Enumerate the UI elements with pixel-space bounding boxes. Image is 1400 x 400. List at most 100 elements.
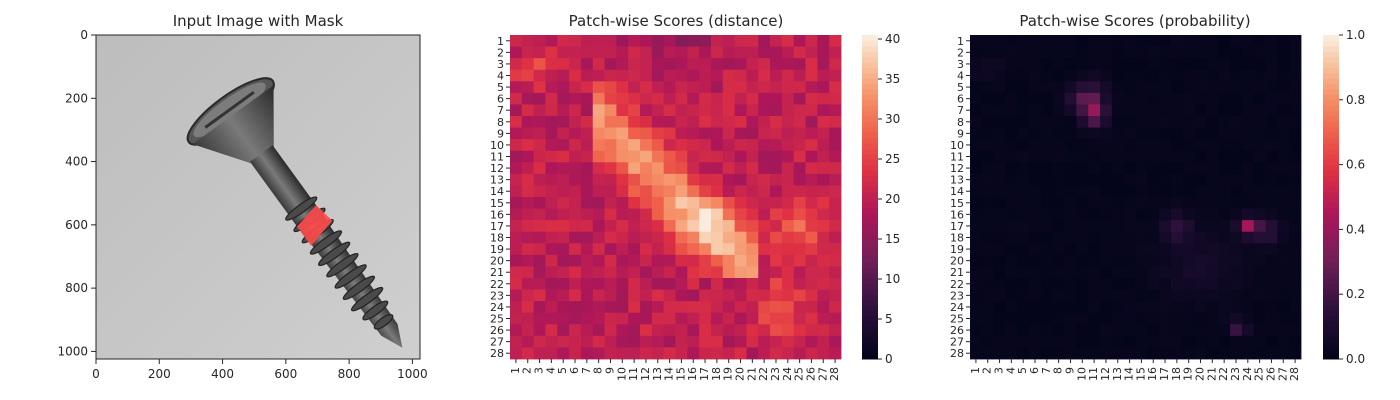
heatmap-cell xyxy=(604,324,617,337)
heatmap-cell xyxy=(521,173,535,186)
heatmap-xtick: 18 xyxy=(710,367,723,381)
heatmap-cell xyxy=(1076,46,1089,59)
heatmap-cell xyxy=(817,46,830,59)
heatmap-cell xyxy=(545,301,558,314)
heatmap-cell xyxy=(793,139,806,152)
heatmap-cell xyxy=(1147,104,1160,117)
colorbar-segment xyxy=(1323,251,1339,257)
heatmap-cell xyxy=(699,69,712,82)
heatmap-cell xyxy=(1218,35,1231,47)
heatmap-cell xyxy=(580,278,594,290)
heatmap-cell xyxy=(545,347,558,360)
heatmap-cell xyxy=(1076,92,1089,105)
heatmap-cell xyxy=(533,81,546,94)
heatmap-cell xyxy=(616,162,629,175)
heatmap-cell xyxy=(1218,220,1231,233)
heatmap-cell xyxy=(758,46,771,59)
heatmap-xtick: 24 xyxy=(1241,367,1254,381)
heatmap-cell xyxy=(829,347,842,360)
colorbar-segment xyxy=(862,159,878,166)
heatmap-cell xyxy=(1194,208,1207,221)
heatmap-cell xyxy=(758,278,771,290)
heatmap-xtick: 1 xyxy=(509,367,522,374)
heatmap-cell xyxy=(1277,139,1290,152)
heatmap-cell xyxy=(1265,92,1278,105)
heatmap-cell xyxy=(1241,301,1255,314)
heatmap-cell xyxy=(1182,289,1196,302)
heatmap-ytick: 15 xyxy=(490,197,504,210)
colorbar-segment xyxy=(1323,305,1339,311)
heatmap-cell xyxy=(970,116,983,128)
heatmap-cell xyxy=(793,312,806,325)
heatmap-cell xyxy=(1040,81,1054,94)
colorbar-segment xyxy=(1323,261,1339,268)
heatmap-cell xyxy=(1194,289,1207,302)
colorbar-segment xyxy=(862,218,878,225)
heatmap-cell xyxy=(1147,231,1160,244)
heatmap-cell xyxy=(1277,231,1290,244)
heatmap-cell xyxy=(1135,58,1148,71)
heatmap-cell xyxy=(746,35,759,47)
heatmap-cell xyxy=(533,208,546,221)
heatmap-cell xyxy=(981,46,995,59)
heatmap-cell xyxy=(616,208,629,221)
heatmap-cell xyxy=(1123,289,1136,302)
heatmap-cell xyxy=(628,150,641,163)
heatmap-cell xyxy=(1159,162,1172,175)
heatmap-cell xyxy=(569,312,582,325)
heatmap-cell xyxy=(746,58,759,71)
heatmap-cell xyxy=(557,312,570,325)
heatmap-cell xyxy=(1076,58,1089,71)
heatmap-cell xyxy=(1100,347,1113,360)
heatmap-cell xyxy=(1241,104,1255,117)
heatmap-cell xyxy=(1194,278,1207,290)
heatmap-cell xyxy=(699,162,712,175)
heatmap-cell xyxy=(1017,197,1030,209)
heatmap-cell xyxy=(817,301,830,314)
heatmap-cell xyxy=(1017,301,1030,314)
heatmap-ytick: 10 xyxy=(490,139,504,152)
heatmap-cell xyxy=(1005,35,1018,47)
heatmap-cell xyxy=(1253,185,1266,198)
heatmap-cell xyxy=(675,208,688,221)
heatmap-cell xyxy=(781,243,795,256)
colorbar-segment xyxy=(862,213,878,220)
heatmap-cell xyxy=(604,35,617,47)
heatmap-cell xyxy=(687,208,700,221)
heatmap-cell xyxy=(663,35,676,47)
heatmap-cell xyxy=(592,58,605,71)
heatmap-cell xyxy=(521,46,535,59)
heatmap-cell xyxy=(628,185,641,198)
heatmap-cell xyxy=(557,46,570,59)
heatmap-ytick: 10 xyxy=(950,139,964,152)
heatmap-cell xyxy=(1218,324,1231,337)
heatmap-cell xyxy=(616,127,629,140)
heatmap-cell xyxy=(710,220,724,233)
heatmap-cell xyxy=(616,81,629,94)
heatmap-cell xyxy=(628,243,641,256)
heatmap-cell xyxy=(1194,254,1207,267)
heatmap-cell xyxy=(1135,69,1148,82)
heatmap-cell xyxy=(805,185,818,198)
heatmap-cell xyxy=(817,35,830,47)
heatmap-cell xyxy=(1005,69,1018,82)
heatmap-xtick: 20 xyxy=(1194,367,1207,381)
heatmap-cell xyxy=(1147,197,1160,209)
heatmap-cell xyxy=(970,289,983,302)
heatmap-cell xyxy=(1135,150,1148,163)
heatmap-cell xyxy=(1159,278,1172,290)
heatmap-cell xyxy=(1159,173,1172,186)
heatmap-cell xyxy=(1111,173,1125,186)
heatmap-cell xyxy=(1194,58,1207,71)
heatmap-cell xyxy=(817,162,830,175)
heatmap-cell xyxy=(1159,46,1172,59)
heatmap-cell xyxy=(793,92,806,105)
heatmap-cell xyxy=(569,104,582,117)
heatmap-cell xyxy=(734,150,747,163)
heatmap-cell xyxy=(651,116,665,128)
heatmap-cell xyxy=(604,278,617,290)
heatmap-cell xyxy=(687,289,700,302)
heatmap-cell xyxy=(981,162,995,175)
heatmap-cell xyxy=(1218,278,1231,290)
